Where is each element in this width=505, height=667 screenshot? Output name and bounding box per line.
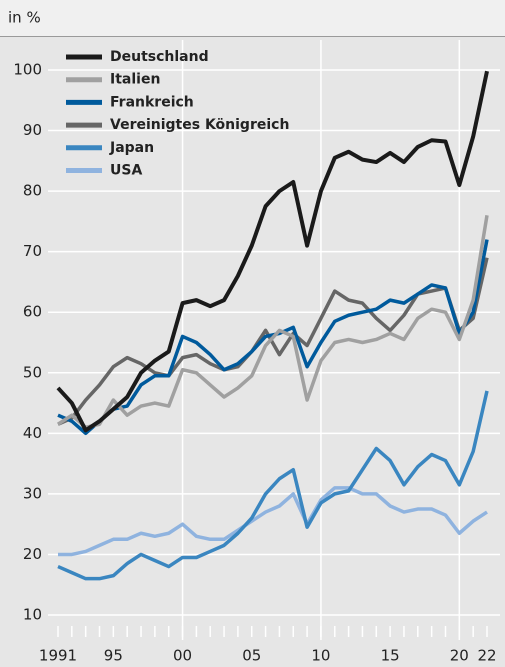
y-tick-label: 10 (23, 606, 42, 624)
series-line (57, 239, 489, 436)
x-tick-label: 00 (173, 647, 192, 665)
x-tick-label: 1991 (39, 647, 77, 665)
y-tick-label: 80 (23, 182, 42, 200)
legend-label: Vereinigtes Königreich (110, 117, 289, 133)
subtitle: in % (8, 9, 41, 27)
x-tick-label: 20 (450, 647, 469, 665)
x-tick-label: 15 (381, 647, 400, 665)
y-tick-label: 60 (23, 303, 42, 321)
x-tick-label: 22 (477, 647, 496, 665)
header-band (0, 0, 505, 36)
series-line (57, 215, 489, 430)
legend-label: Japan (109, 140, 154, 156)
legend-label: Deutschland (110, 49, 209, 65)
legend-label: Italien (110, 72, 160, 88)
y-tick-label: 30 (23, 484, 42, 502)
x-tick-label: 05 (242, 647, 261, 665)
series-line (57, 390, 489, 581)
y-tick-label: 20 (23, 545, 42, 563)
x-tick-label: 10 (311, 647, 330, 665)
legend-label: Frankreich (110, 94, 194, 110)
series-line (58, 486, 488, 557)
series-line (56, 70, 489, 433)
y-tick-label: 90 (23, 121, 42, 139)
y-tick-label: 40 (23, 424, 42, 442)
y-tick-label: 70 (23, 242, 42, 260)
y-tick-label: 100 (13, 61, 42, 79)
x-tick-label: 95 (104, 647, 123, 665)
y-tick-label: 50 (23, 363, 42, 381)
legend-label: USA (110, 163, 142, 179)
